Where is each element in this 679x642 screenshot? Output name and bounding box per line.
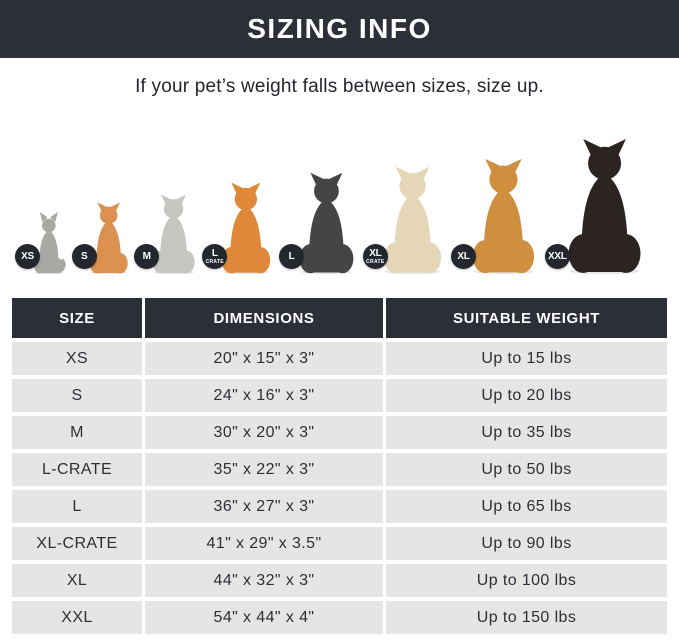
weight-cell: Up to 150 lbs [386, 601, 667, 634]
dimensions-cell: 30" x 20" x 3" [145, 416, 383, 449]
size-cell: XL [12, 564, 142, 597]
weight-cell: Up to 90 lbs [386, 527, 667, 560]
weight-cell: Up to 65 lbs [386, 490, 667, 523]
weight-cell: Up to 100 lbs [386, 564, 667, 597]
size-badge-l: L [278, 244, 304, 269]
dimensions-cell: 24" x 16" x 3" [145, 379, 383, 412]
size-cell: M [12, 416, 142, 449]
table-row-l-crate: L-CRATE 35" x 22" x 3" Up to 50 lbs [12, 453, 667, 486]
size-cell: S [12, 379, 142, 412]
dimensions-cell: 35" x 22" x 3" [145, 453, 383, 486]
table-row-xxl: XXL 54" x 44" x 4" Up to 150 lbs [12, 601, 667, 634]
table-row-xl: XL 44" x 32" x 3" Up to 100 lbs [12, 564, 667, 597]
size-cell: L [12, 490, 142, 523]
badge-sublabel: CRATE [366, 258, 385, 265]
doberman-illustration [556, 138, 653, 274]
dimensions-cell: 20" x 15" x 3" [145, 342, 383, 375]
size-badge-xl-crate: XL CRATE [362, 244, 388, 269]
sizing-table: SIZE DIMENSIONS SUITABLE WEIGHT XS 20" x… [12, 298, 667, 634]
size-cell: XS [12, 342, 142, 375]
badge-label: XS [21, 250, 34, 262]
dimensions-cell: 36" x 27" x 3" [145, 490, 383, 523]
pet-size-lineup: XS S M L CRATE [15, 98, 653, 288]
page-title: SIZING INFO [247, 13, 432, 44]
badge-label: XL [369, 247, 382, 259]
column-header-size: SIZE [12, 298, 142, 338]
badge-label: L [288, 250, 295, 262]
weight-cell: Up to 50 lbs [386, 453, 667, 486]
badge-label: L [211, 247, 218, 259]
weight-cell: Up to 15 lbs [386, 342, 667, 375]
size-badge-xxl: XXL [544, 244, 570, 269]
badge-label: XL [457, 250, 470, 262]
badge-label: XXL [548, 250, 567, 262]
sizing-table-header: SIZE DIMENSIONS SUITABLE WEIGHT [12, 298, 667, 338]
subtitle: If your pet’s weight falls between sizes… [135, 76, 544, 97]
badge-label: S [81, 250, 88, 262]
dimensions-cell: 44" x 32" x 3" [145, 564, 383, 597]
badge-label: M [142, 250, 151, 262]
size-badge-l-crate: L CRATE [202, 244, 228, 269]
badge-sublabel: CRATE [205, 258, 224, 265]
size-badge-xs: XS [15, 244, 40, 269]
pet-figure-pomeranian: S [71, 202, 134, 274]
pet-figure-cat: XS [15, 210, 72, 274]
size-cell: XL-CRATE [12, 527, 142, 560]
pet-figure-golden-retriever: XL [450, 158, 545, 274]
header-bar: SIZING INFO [0, 0, 679, 58]
size-badge-m: M [134, 244, 160, 269]
pet-figure-labrador: XL CRATE [362, 166, 451, 274]
column-header-suitable-weight: SUITABLE WEIGHT [386, 298, 667, 338]
weight-cell: Up to 35 lbs [386, 416, 667, 449]
size-cell: L-CRATE [12, 453, 142, 486]
size-badge-s: S [71, 244, 97, 269]
pet-figure-doberman: XXL [544, 138, 653, 274]
pet-figure-border-collie: L [278, 172, 363, 274]
pet-figure-french-bulldog: M [134, 194, 202, 274]
pet-figure-shiba-inu: L CRATE [202, 182, 279, 274]
size-cell: XXL [12, 601, 142, 634]
table-row-s: S 24" x 16" x 3" Up to 20 lbs [12, 379, 667, 412]
size-badge-xl: XL [450, 244, 476, 269]
table-row-l: L 36" x 27" x 3" Up to 65 lbs [12, 490, 667, 523]
column-header-dimensions: DIMENSIONS [145, 298, 383, 338]
table-row-m: M 30" x 20" x 3" Up to 35 lbs [12, 416, 667, 449]
table-row-xs: XS 20" x 15" x 3" Up to 15 lbs [12, 342, 667, 375]
weight-cell: Up to 20 lbs [386, 379, 667, 412]
dimensions-cell: 41" x 29" x 3.5" [145, 527, 383, 560]
dimensions-cell: 54" x 44" x 4" [145, 601, 383, 634]
table-row-xl-crate: XL-CRATE 41" x 29" x 3.5" Up to 90 lbs [12, 527, 667, 560]
